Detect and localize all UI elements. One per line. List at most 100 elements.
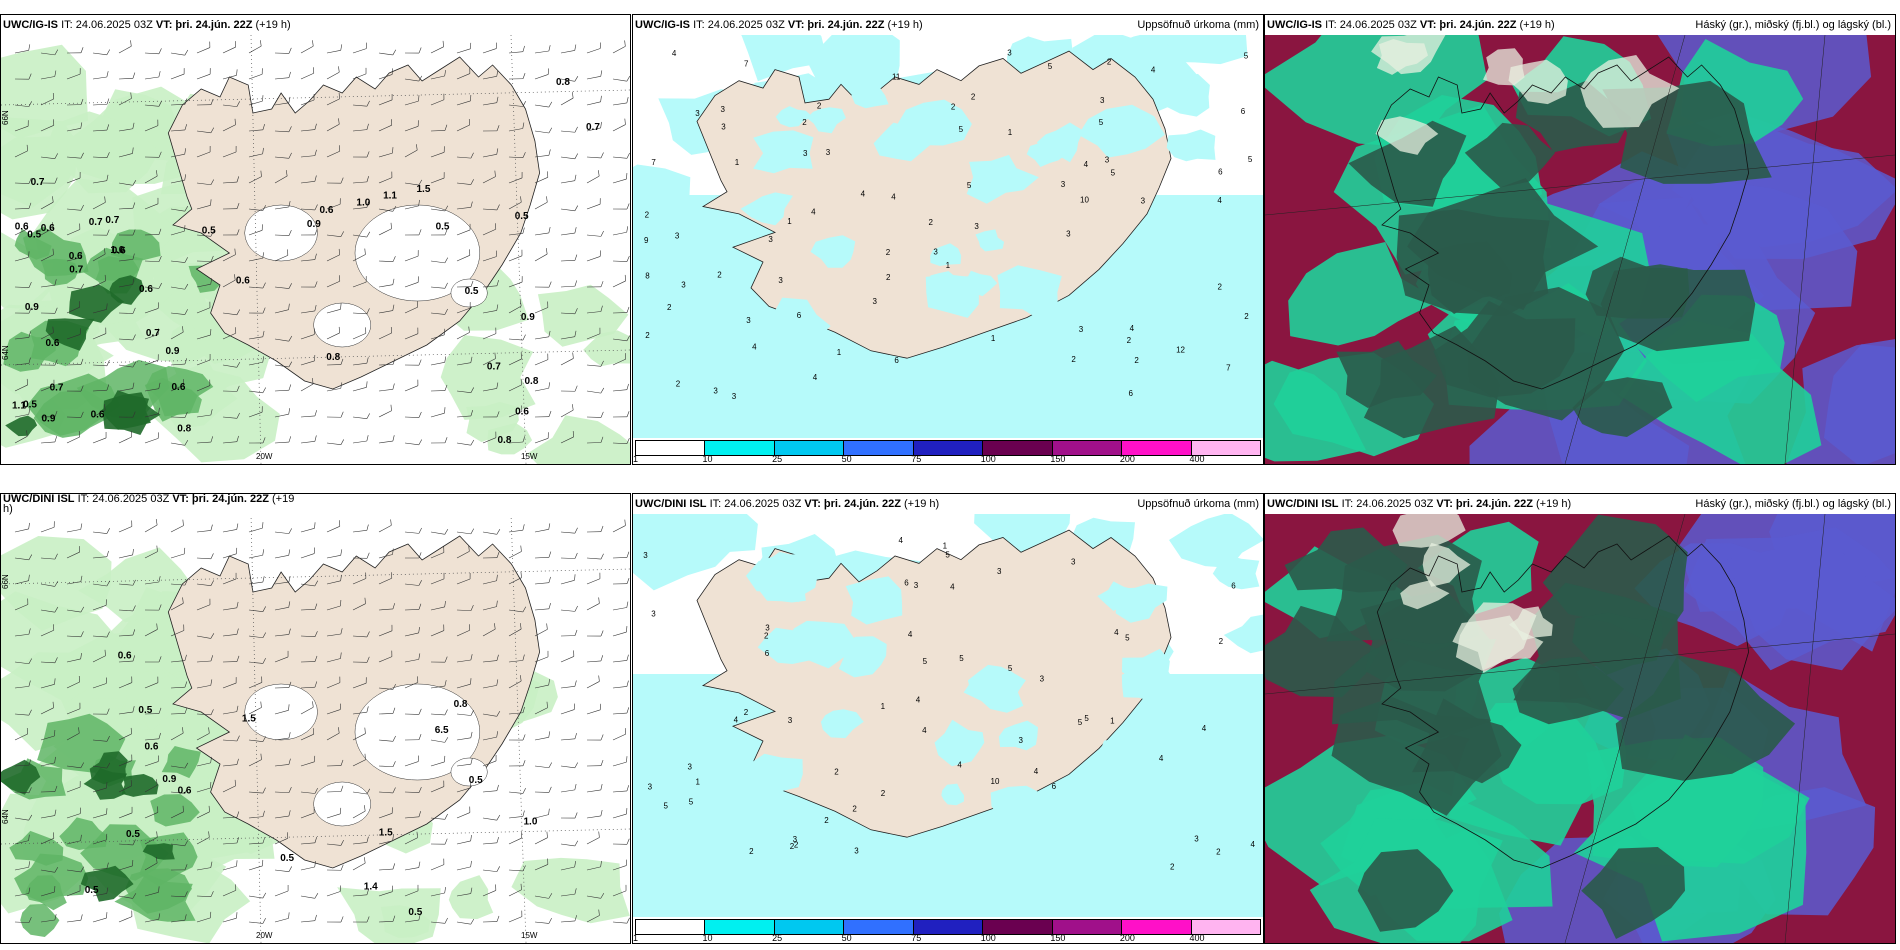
legend-swatch [1052,441,1123,455]
value-label: 1.5 [379,828,393,839]
legend-swatch [774,441,845,455]
value-label: 3 [854,847,859,856]
value-label: 5 [1248,155,1253,164]
wind-barb-feather [158,604,162,611]
wind-barb-feather [470,887,473,894]
wind-barb [222,181,237,184]
wind-barb [482,842,497,845]
wind-barb [300,609,315,611]
wind-barb [612,557,628,559]
wind-barb-feather [184,707,188,714]
wind-barb [612,124,626,132]
wind-barb [66,681,80,689]
wind-barb [196,530,211,533]
wind-barb [274,656,289,663]
valid-time: þri. 24.jún. 22Z [175,19,253,31]
shade-area [974,514,1071,567]
wind-barb [534,201,548,210]
wind-barb-feather [600,892,605,899]
legend-swatch [983,920,1053,934]
wind-barb-feather [28,408,31,415]
wind-barb [196,130,211,134]
wind-barb-feather [184,148,187,155]
value-label: 0.9 [166,346,180,357]
wind-barb-feather [106,303,108,310]
cloud-map[interactable] [1265,514,1895,943]
cloud-map[interactable] [1265,35,1895,464]
value-label: 0.6 [145,741,159,752]
wind-barb-feather [444,407,446,414]
legend-swatch [844,441,914,455]
value-label: 3 [803,149,808,158]
wind-barb-feather [132,706,135,713]
value-label: 1 [1008,128,1013,137]
wind-barb-feather [54,177,58,184]
wind-barb-feather [444,529,449,535]
wind-barb [274,364,289,368]
legend-tick-label: 150 [1050,933,1066,943]
wind-barb-feather [522,436,526,443]
value-label: 0.7 [89,217,103,228]
value-label: 4 [1114,628,1119,637]
wind-barb-feather [366,176,369,182]
wind-barb [118,682,133,689]
wind-barb-feather [340,358,344,365]
iceland-coastline [1376,56,1750,390]
wind-barb [404,126,419,132]
wind-barb [456,255,470,262]
wind-barb-feather [288,283,292,289]
value-label: 10 [991,777,1000,786]
wind-barb-feather [132,605,136,612]
wind-barb-feather [260,40,262,47]
wind-map[interactable]: 0.80.70.60.60.50.50.60.60.70.80.60.60.60… [1,35,630,464]
shade-area [1117,246,1168,288]
wind-barb-feather [262,437,266,444]
wind-barb [274,531,289,534]
wind-barb-feather [236,69,238,76]
wind-barb [534,582,549,585]
wind-barb [248,554,263,559]
wind-barb [170,603,184,611]
wind-barb [378,554,393,559]
wind-barb-feather [28,680,31,687]
wind-barb [300,155,315,158]
wind-barb-feather [184,205,189,212]
wind-barb [612,358,626,366]
value-label: 4 [811,208,816,217]
wind-barb [40,227,54,236]
wind-map[interactable]: 0.50.60.50.60.91.50.50.50.80.50.61.01.46… [1,514,630,943]
precip-panel-top: UWC/IG-IS IT: 24.06.2025 03Z VT: þri. 24… [632,14,1264,465]
value-label: 0.5 [27,230,41,241]
wind-barb [170,765,185,769]
legend-tick-label: 100 [980,454,996,464]
panel-header: UWC/IG-IS IT: 24.06.2025 03Z VT: þri. 24… [633,15,1263,35]
shade-area [448,875,494,920]
wind-barb [14,414,29,418]
precip-map[interactable]: 1113231225222334293241332433325642333425… [633,35,1263,438]
wind-barb [196,205,211,210]
wind-barb [248,153,263,158]
wind-barb [14,256,29,262]
wind-barb [92,605,107,611]
wind-barb [248,842,263,845]
wind-barb [248,581,263,585]
wind-barb-feather [158,256,162,262]
value-label: 0.5 [126,829,140,840]
wind-barb [534,921,549,924]
value-label: 1.0 [524,816,538,827]
wind-barb [612,156,627,159]
wind-barb-feather [574,153,579,159]
wind-barb [378,52,393,56]
wind-barb [14,840,29,845]
wind-barb [92,253,106,262]
wind-barb-feather [288,681,292,688]
value-label: 6 [765,649,770,658]
iceland-land [167,535,541,869]
wind-barb [508,609,523,613]
shade-area [511,857,630,924]
wind-barb [274,234,290,236]
wind-barb-feather [548,149,551,156]
wind-barb [66,708,81,715]
wind-barb [560,656,574,663]
